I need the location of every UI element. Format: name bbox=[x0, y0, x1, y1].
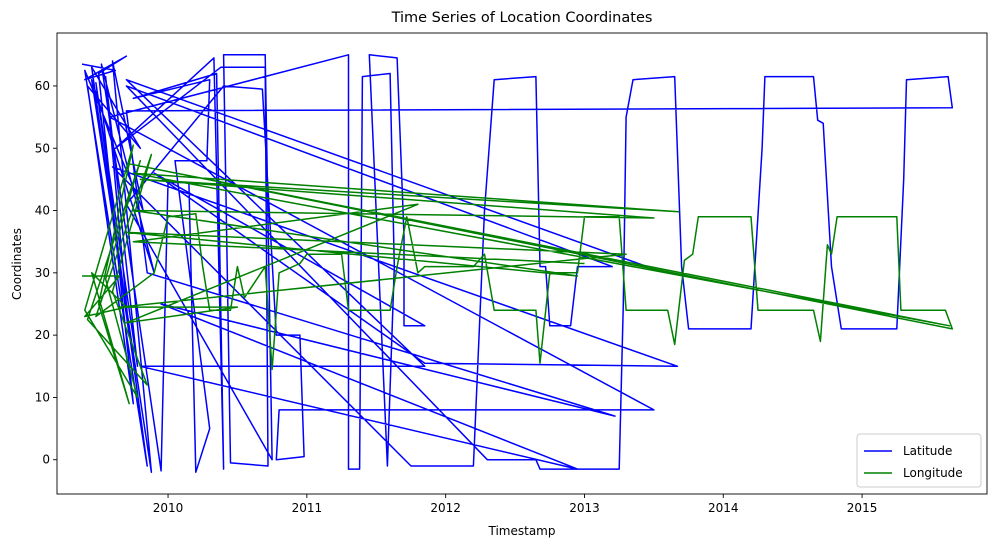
series-layer bbox=[81, 54, 954, 473]
plot-frame bbox=[56, 32, 988, 495]
x-axis-label: Timestamp bbox=[488, 524, 556, 538]
y-tick-label: 40 bbox=[35, 204, 50, 218]
y-tick-label: 0 bbox=[42, 453, 50, 467]
x-tick-label: 2014 bbox=[708, 501, 739, 515]
x-axis: 2010 2011 2012 2013 2014 2015 bbox=[153, 494, 878, 515]
y-tick-label: 60 bbox=[35, 79, 50, 93]
x-tick-label: 2012 bbox=[430, 501, 461, 515]
y-tick-label: 20 bbox=[35, 328, 50, 342]
x-tick-label: 2011 bbox=[292, 501, 323, 515]
x-tick-label: 2015 bbox=[847, 501, 878, 515]
chart-title: Time Series of Location Coordinates bbox=[391, 10, 653, 26]
series-line-longitude bbox=[82, 144, 954, 405]
legend-label-longitude: Longitude bbox=[903, 466, 963, 480]
series-line-latitude bbox=[81, 54, 954, 473]
y-axis-label: Coordinates bbox=[10, 228, 24, 300]
x-tick-label: 2010 bbox=[153, 501, 184, 515]
legend: Latitude Longitude bbox=[856, 433, 982, 488]
y-tick-label: 10 bbox=[35, 390, 50, 404]
y-axis: 0 10 20 30 40 50 60 bbox=[35, 79, 57, 467]
x-tick-label: 2013 bbox=[569, 501, 600, 515]
plot-area bbox=[56, 32, 988, 495]
y-tick-label: 30 bbox=[35, 266, 50, 280]
legend-label-latitude: Latitude bbox=[903, 444, 952, 458]
y-tick-label: 50 bbox=[35, 141, 50, 155]
